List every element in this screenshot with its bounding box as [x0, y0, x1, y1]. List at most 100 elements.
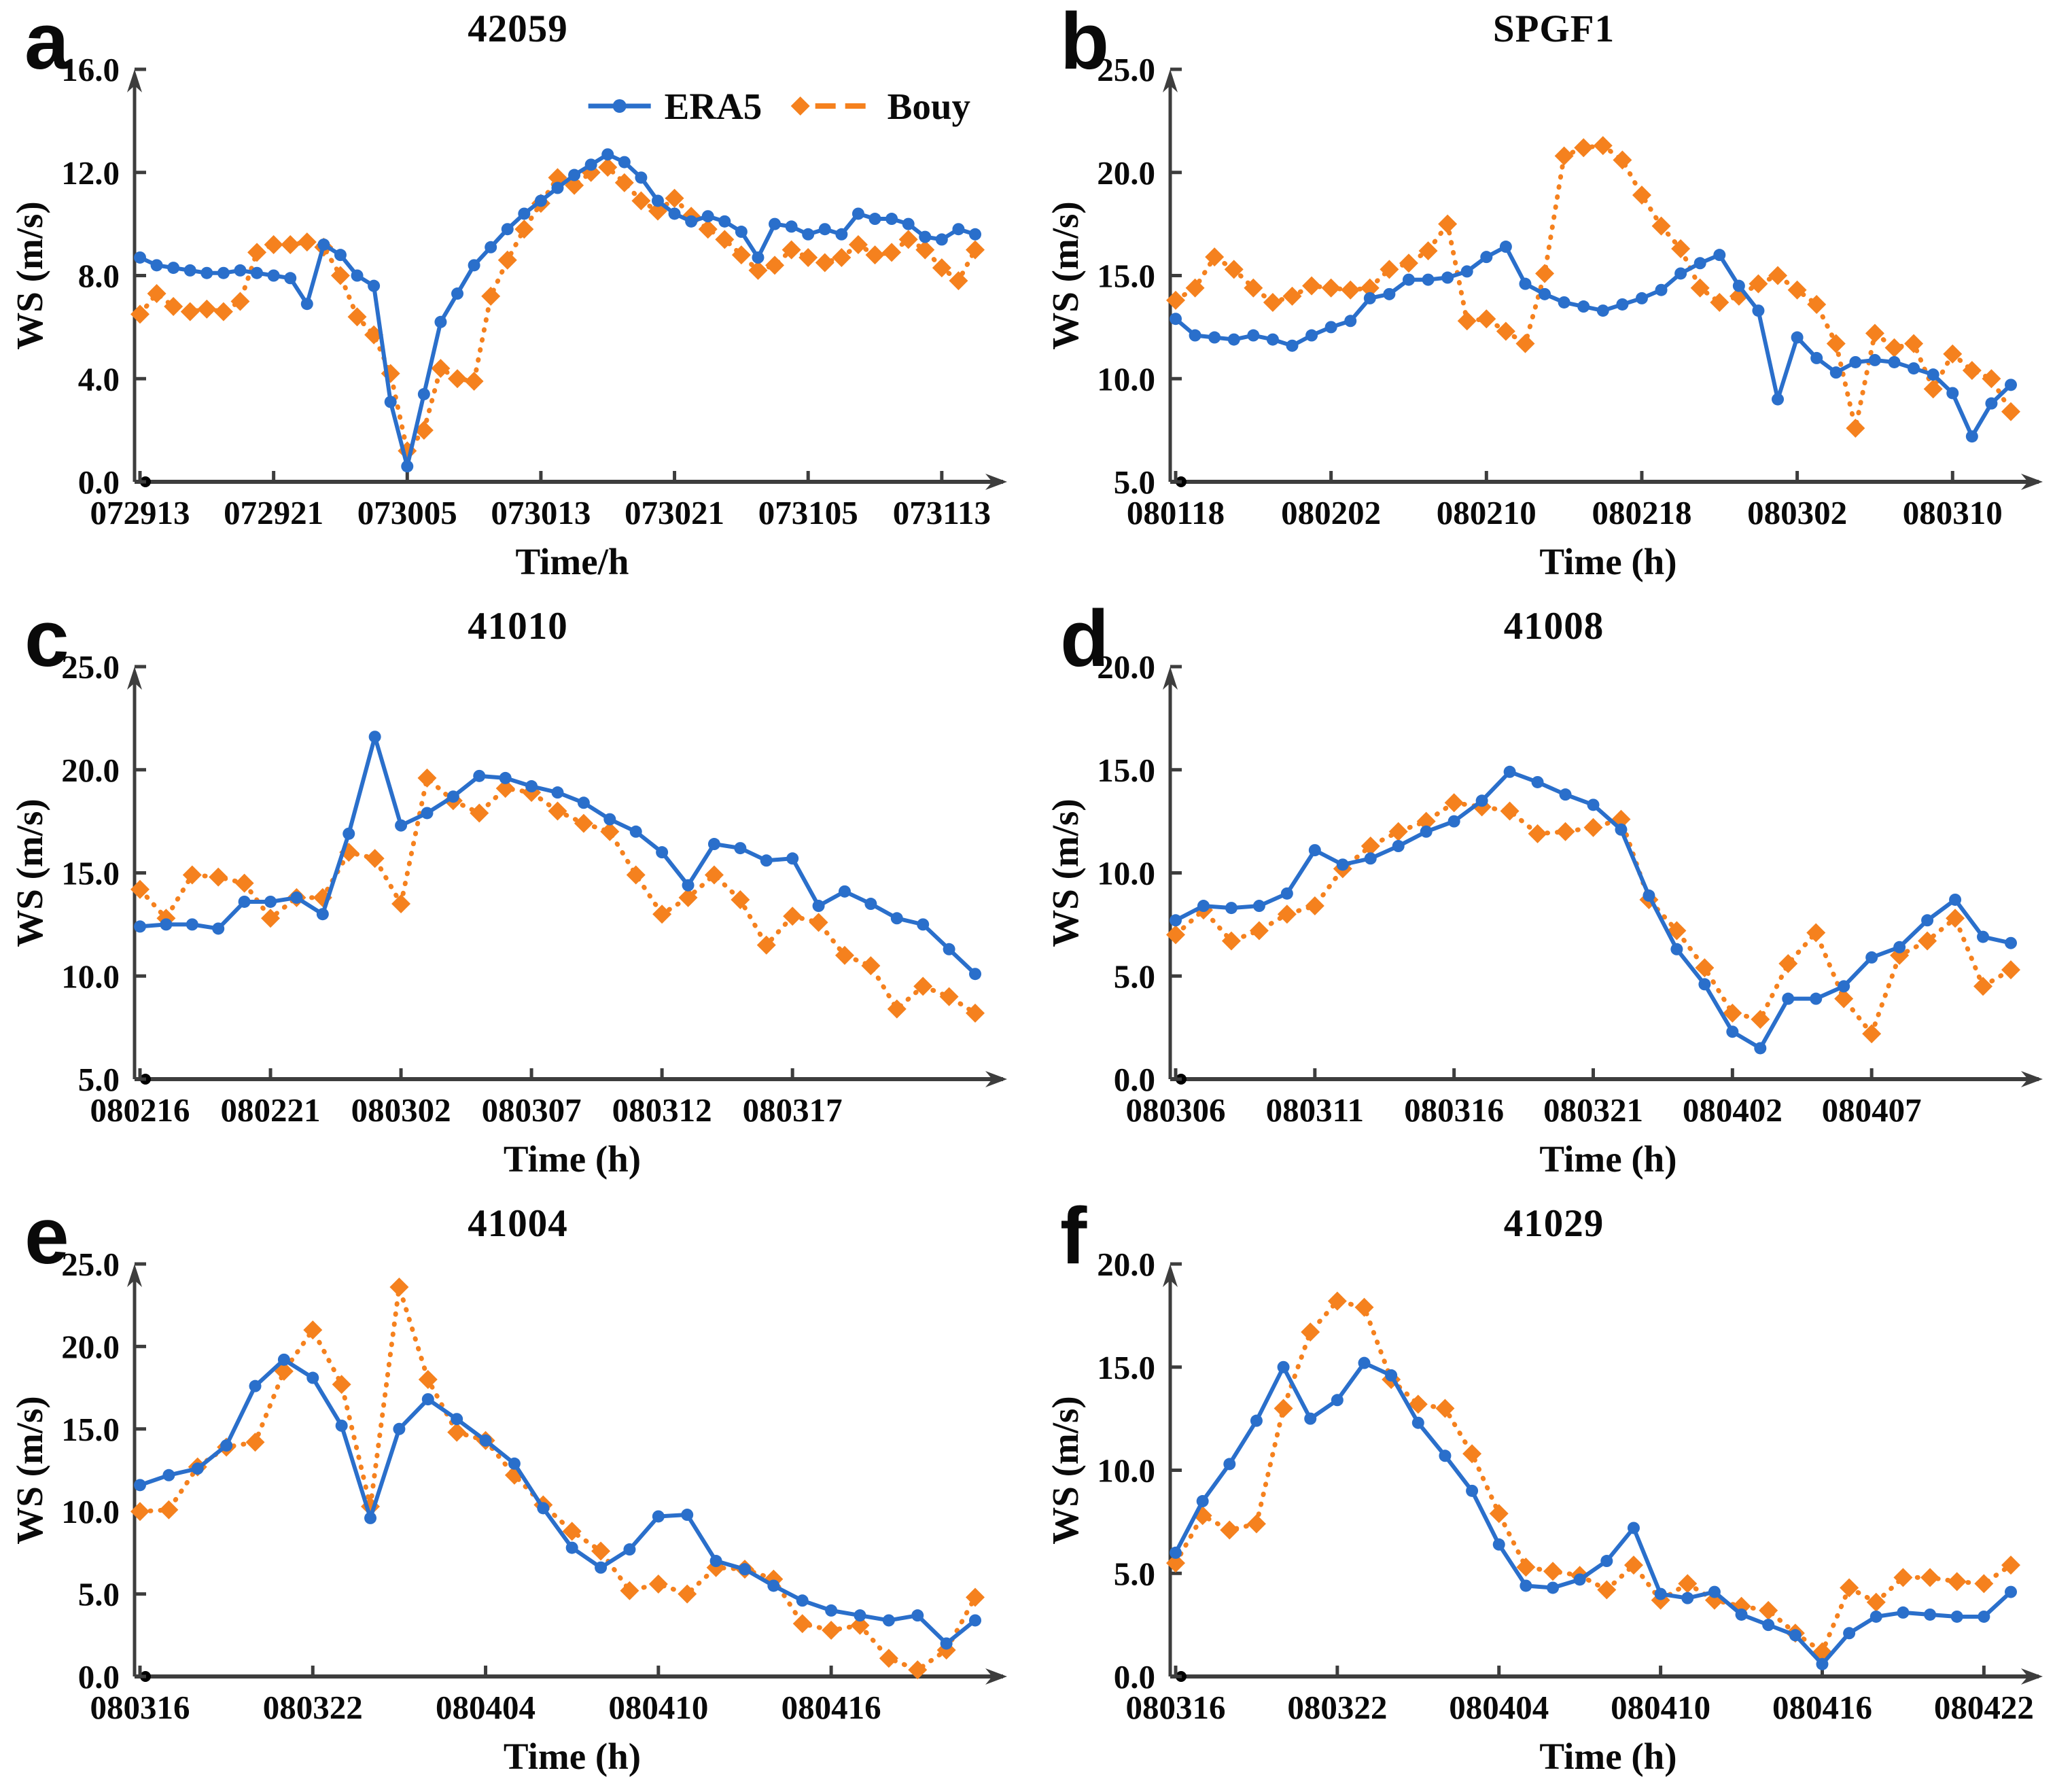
- svg-text:0.0: 0.0: [78, 1658, 120, 1696]
- svg-text:15.0: 15.0: [1097, 752, 1155, 789]
- x-axis-title-d: Time (h): [1539, 1138, 1677, 1180]
- x-axis-title-a: Time/h: [515, 541, 629, 582]
- panel-a: a 42059 0.0 4.0 8.0 12.0 16.0 072913 072921 073…: [0, 0, 1036, 597]
- svg-text:080118: 080118: [1127, 494, 1225, 531]
- chart-spgf1: 5.0 10.0 15.0 20.0 25.0 080118 080202 080210 080…: [1044, 52, 2043, 531]
- svg-text:080312: 080312: [612, 1091, 712, 1129]
- svg-text:20.0: 20.0: [1097, 649, 1155, 686]
- svg-text:080410: 080410: [1611, 1689, 1710, 1726]
- svg-text:080316: 080316: [90, 1689, 190, 1726]
- panel-letter-d: d: [1060, 597, 1110, 684]
- svg-text:0.0: 0.0: [78, 463, 120, 501]
- panel-letter-b: b: [1060, 0, 1110, 86]
- svg-text:080310: 080310: [1903, 494, 2003, 531]
- x-axis-title-b: Time (h): [1539, 541, 1677, 582]
- svg-text:0.0: 0.0: [1114, 1061, 1155, 1098]
- svg-text:080422: 080422: [1934, 1689, 2034, 1726]
- svg-text:080402: 080402: [1683, 1091, 1783, 1129]
- panel-title-41008: 41008: [1503, 605, 1604, 648]
- svg-text:080322: 080322: [263, 1689, 363, 1726]
- svg-text:080218: 080218: [1592, 494, 1691, 531]
- svg-text:10.0: 10.0: [61, 1493, 120, 1530]
- panel-d: d 41008 0.0 5.0 10.0 15.0 20.0 080306 080311 08…: [1036, 597, 2072, 1195]
- svg-text:080306: 080306: [1126, 1091, 1226, 1129]
- svg-text:0.0: 0.0: [1114, 1658, 1155, 1696]
- svg-text:12.0: 12.0: [61, 154, 120, 192]
- svg-text:15.0: 15.0: [61, 855, 120, 892]
- svg-text:WS (m/s): WS (m/s): [9, 201, 50, 349]
- svg-text:073021: 073021: [625, 494, 724, 531]
- svg-text:15.0: 15.0: [1097, 1349, 1155, 1386]
- panel-f: f 41029 0.0 5.0 10.0 15.0 20.0 080316 080322 08…: [1036, 1195, 2072, 1792]
- svg-text:20.0: 20.0: [1097, 1246, 1155, 1283]
- svg-text:WS (m/s): WS (m/s): [1044, 201, 1086, 349]
- panel-title-41029: 41029: [1503, 1202, 1604, 1245]
- svg-text:080210: 080210: [1437, 494, 1537, 531]
- svg-text:25.0: 25.0: [61, 1246, 120, 1283]
- svg-text:5.0: 5.0: [1114, 1555, 1155, 1592]
- svg-text:073105: 073105: [758, 494, 858, 531]
- chart-41010: 5.0 10.0 15.0 20.0 25.0 080216 080221 080302 080…: [9, 649, 1007, 1129]
- svg-text:20.0: 20.0: [1097, 154, 1155, 192]
- svg-text:080321: 080321: [1543, 1091, 1643, 1129]
- svg-text:5.0: 5.0: [1114, 463, 1155, 501]
- panel-letter-a: a: [24, 0, 69, 86]
- svg-text:072921: 072921: [224, 494, 323, 531]
- panel-letter-f: f: [1060, 1195, 1087, 1281]
- panel-c: c 41010 5.0 10.0 15.0 20.0 25.0 080216 080221 0…: [0, 597, 1036, 1195]
- svg-text:073005: 073005: [357, 494, 457, 531]
- x-axis-title-f: Time (h): [1539, 1736, 1677, 1777]
- svg-text:080317: 080317: [743, 1091, 843, 1129]
- svg-text:080302: 080302: [351, 1091, 451, 1129]
- svg-text:080216: 080216: [90, 1091, 190, 1129]
- svg-text:073013: 073013: [491, 494, 591, 531]
- panel-title-42059: 42059: [468, 7, 568, 50]
- svg-text:10.0: 10.0: [1097, 360, 1155, 398]
- svg-text:WS (m/s): WS (m/s): [1044, 1396, 1086, 1544]
- panel-b: b SPGF1 5.0 10.0 15.0 20.0 25.0 080118 080202 0…: [1036, 0, 2072, 597]
- svg-text:WS (m/s): WS (m/s): [1044, 798, 1086, 947]
- chart-42059: 0.0 4.0 8.0 12.0 16.0 072913 072921 073005 07301…: [9, 52, 1007, 531]
- svg-text:5.0: 5.0: [1114, 958, 1155, 995]
- svg-text:4.0: 4.0: [78, 360, 120, 398]
- svg-text:080410: 080410: [608, 1689, 708, 1726]
- chart-41008: 0.0 5.0 10.0 15.0 20.0 080306 080311 080316 0803…: [1044, 649, 2043, 1129]
- panel-title-spgf1: SPGF1: [1492, 7, 1615, 50]
- legend-era5-label: ERA5: [665, 86, 762, 127]
- panel-title-41010: 41010: [468, 605, 568, 648]
- svg-text:080404: 080404: [1449, 1689, 1549, 1726]
- panel-e: e 41004 0.0 5.0 10.0 15.0 20.0 25.0 080316 0803…: [0, 1195, 1036, 1792]
- svg-text:080316: 080316: [1404, 1091, 1504, 1129]
- svg-text:15.0: 15.0: [61, 1411, 120, 1448]
- svg-text:25.0: 25.0: [1097, 52, 1155, 88]
- svg-text:080316: 080316: [1126, 1689, 1226, 1726]
- svg-text:10.0: 10.0: [61, 958, 120, 995]
- x-axis-title-c: Time (h): [503, 1138, 642, 1180]
- svg-text:5.0: 5.0: [78, 1576, 120, 1613]
- svg-text:WS (m/s): WS (m/s): [9, 1396, 50, 1544]
- x-axis-title-e: Time (h): [503, 1736, 642, 1777]
- svg-text:080404: 080404: [436, 1689, 535, 1726]
- svg-text:16.0: 16.0: [61, 52, 120, 88]
- svg-text:080307: 080307: [482, 1091, 582, 1129]
- svg-text:8.0: 8.0: [78, 258, 120, 295]
- panel-title-41004: 41004: [468, 1202, 568, 1245]
- svg-text:072913: 072913: [90, 494, 190, 531]
- svg-text:080311: 080311: [1266, 1091, 1364, 1129]
- svg-text:080221: 080221: [221, 1091, 321, 1129]
- legend: ERA5 Bouy: [588, 86, 970, 127]
- svg-text:WS (m/s): WS (m/s): [9, 798, 50, 947]
- svg-text:10.0: 10.0: [1097, 1452, 1155, 1490]
- svg-text:080407: 080407: [1822, 1091, 1922, 1129]
- svg-text:080416: 080416: [782, 1689, 881, 1726]
- svg-text:080202: 080202: [1281, 494, 1381, 531]
- svg-text:15.0: 15.0: [1097, 258, 1155, 295]
- svg-text:10.0: 10.0: [1097, 855, 1155, 892]
- svg-text:5.0: 5.0: [78, 1061, 120, 1098]
- panel-letter-c: c: [24, 597, 69, 684]
- chart-41029: 0.0 5.0 10.0 15.0 20.0 080316 080322 080404 0804…: [1044, 1246, 2043, 1726]
- svg-text:080416: 080416: [1772, 1689, 1872, 1726]
- chart-41004: 0.0 5.0 10.0 15.0 20.0 25.0 080316 080322 080404…: [9, 1246, 1007, 1726]
- svg-text:073113: 073113: [893, 494, 991, 531]
- svg-text:25.0: 25.0: [61, 649, 120, 686]
